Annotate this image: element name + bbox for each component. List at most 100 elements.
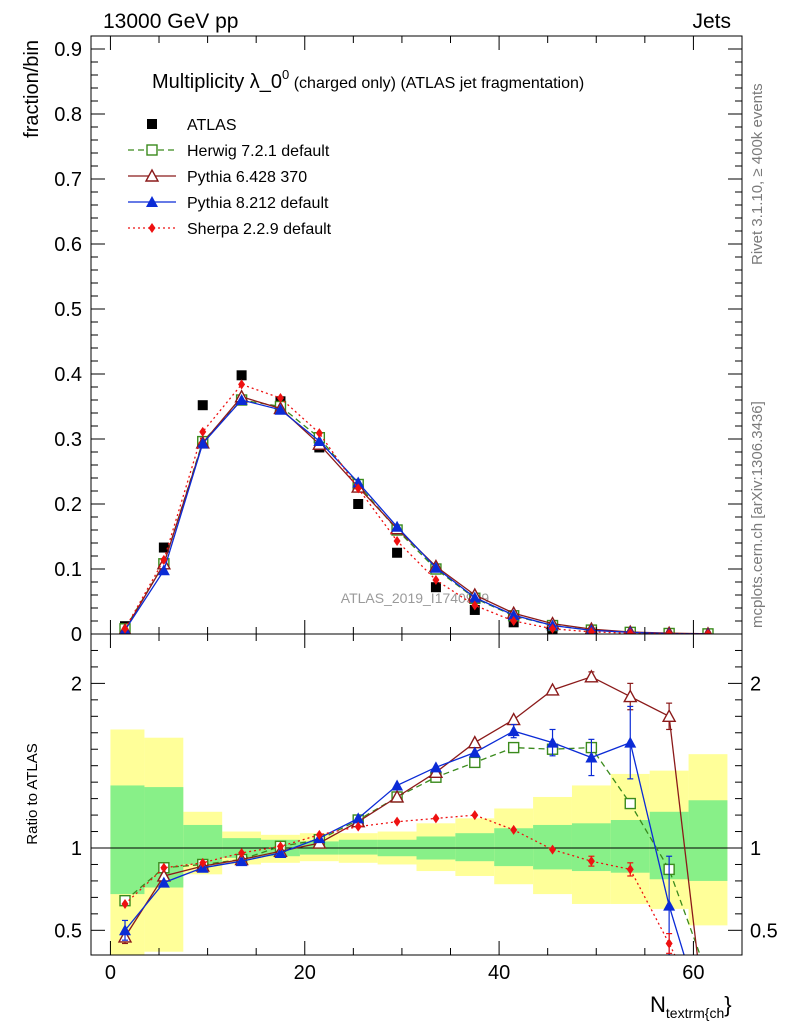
- chart-title-suffix: (charged only) (ATLAS jet fragmentation): [289, 75, 584, 92]
- series-line-pythia8: [124, 399, 709, 634]
- x-axis-label-main: N: [650, 992, 666, 1017]
- data-point-sherpa: [393, 536, 401, 547]
- ratio-point-pythia8: [546, 736, 559, 748]
- ratio-point-pythia6: [506, 712, 521, 726]
- data-point-pythia8: [507, 609, 520, 621]
- ratio-point-sherpa: [665, 938, 673, 949]
- x-tick-label: 60: [682, 962, 704, 984]
- legend-entry-atlas: ATLAS: [147, 117, 237, 134]
- ratio-plot-frame: [90, 633, 743, 956]
- legend-label-herwig: Herwig 7.2.1 default: [187, 143, 330, 160]
- ratio-point-pythia8: [468, 746, 481, 758]
- ratio-line-herwig: [124, 746, 701, 955]
- data-point-pythia8: [157, 564, 170, 576]
- legend-marker-sherpa: [148, 223, 156, 233]
- ratio-point-pythia8: [274, 846, 287, 858]
- x-axis-label: Ntextrm{ch}: [650, 992, 732, 1021]
- ratio-point-herwig: [469, 756, 481, 769]
- data-point-atlas: [197, 400, 208, 411]
- uncertainty-band-inner: [455, 833, 495, 862]
- ratio-point-pythia8: [352, 812, 365, 824]
- data-point-atlas: [353, 499, 364, 509]
- legend-entry-sherpa: Sherpa 2.2.9 default: [128, 221, 332, 238]
- ratio-point-sherpa: [160, 862, 168, 873]
- data-point-sherpa: [549, 623, 557, 634]
- legend-label-pythia6: Pythia 6.428 370: [187, 169, 307, 186]
- legend-marker-atlas: [147, 119, 157, 129]
- ratio-y-axis-label: Ratio to ATLAS: [24, 743, 41, 844]
- data-point-pythia8: [274, 403, 287, 415]
- uncertainty-band-inner: [338, 839, 378, 855]
- uncertainty-band-inner: [110, 785, 145, 895]
- main-y-tick-label: 0.4: [54, 364, 82, 386]
- chart-title-superscript: 0: [282, 67, 289, 82]
- main-y-tick-label: 0.6: [54, 234, 82, 256]
- main-y-tick-label: 0.3: [54, 429, 82, 451]
- ratio-point-sherpa: [432, 813, 440, 824]
- ratio-point-sherpa: [549, 844, 557, 855]
- ratio-point-sherpa: [354, 821, 362, 832]
- x-tick-label: 20: [294, 962, 316, 984]
- ratio-point-pythia6: [623, 689, 638, 703]
- ratio-plot-panel: 0.5 0.51 12 20 20 40 60 Ratio to ATLAS Ntextrm…: [24, 633, 778, 1021]
- ratio-point-sherpa: [199, 857, 207, 868]
- ratio-point-herwig: [507, 741, 520, 754]
- ratio-point-sherpa: [315, 829, 323, 840]
- data-point-sherpa: [121, 623, 129, 634]
- x-axis-label-tail: }: [724, 992, 731, 1017]
- rivet-label: Rivet 3.1.10, ≥ 400k events: [749, 83, 766, 265]
- ratio-point-pythia6: [389, 789, 405, 803]
- ratio-line-pythia8: [124, 730, 685, 955]
- ratio-series-sherpa: [121, 810, 676, 955]
- ratio-point-pythia6: [545, 682, 560, 696]
- uncertainty-band-inner: [688, 800, 728, 881]
- data-point-sherpa: [471, 600, 479, 611]
- data-point-sherpa: [704, 628, 712, 634]
- ratio-point-pythia8: [429, 761, 442, 773]
- x-tick-label: 0: [105, 962, 116, 984]
- x-tick-label: 40: [488, 962, 510, 984]
- data-point-pythia8: [235, 394, 248, 405]
- ratio-point-pythia8: [119, 924, 132, 936]
- legend-entry-herwig: Herwig 7.2.1 default: [128, 143, 330, 160]
- legend-marker-pythia8: [146, 196, 158, 207]
- ratio-point-pythia8: [391, 779, 404, 791]
- data-point-pythia8: [468, 591, 481, 603]
- main-plot-panel: ATLAS_2019_I1740909 0 0.1 0.2 0.3 0.4 0.5 0.6 0…: [21, 35, 743, 646]
- chart-title-main: Multiplicity λ_0: [152, 71, 282, 93]
- ratio-point-sherpa: [510, 824, 518, 835]
- series-sherpa: [121, 379, 712, 634]
- ratio-y-tick-label-right: 0.5: [750, 920, 778, 942]
- ratio-line-pythia6: [124, 676, 698, 955]
- mcplots-label: mcplots.cern.ch [arXiv:1306.3436]: [749, 401, 766, 628]
- main-y-tick-label: 0.7: [54, 169, 82, 191]
- data-point-atlas: [158, 542, 169, 553]
- header-energy-label: 13000 GeV pp: [103, 10, 238, 33]
- data-point-sherpa: [199, 426, 207, 437]
- ratio-point-pythia8: [663, 899, 676, 911]
- ratio-point-herwig: [624, 797, 636, 810]
- ratio-point-pythia8: [235, 855, 248, 867]
- main-y-tick-label: 0.9: [54, 39, 82, 61]
- header-jets-label: Jets: [692, 10, 731, 33]
- ratio-y-tick-label-right: 2: [750, 673, 761, 695]
- main-y-tick-label: 0.8: [54, 104, 82, 126]
- ratio-point-sherpa: [276, 841, 284, 852]
- legend-entry-pythia6: Pythia 6.428 370: [128, 168, 307, 186]
- x-axis-label-subscript: textrm{ch: [666, 1005, 724, 1021]
- ratio-y-tick-label-right: 1: [750, 838, 761, 860]
- ratio-point-pythia6: [584, 669, 599, 683]
- data-point-atlas: [392, 547, 403, 558]
- data-point-sherpa: [315, 428, 323, 439]
- data-point-pythia8: [429, 561, 442, 573]
- data-point-sherpa: [276, 393, 284, 404]
- ratio-point-pythia8: [507, 725, 520, 737]
- data-point-sherpa: [238, 379, 246, 390]
- ratio-y-tick-label: 2: [71, 673, 82, 695]
- legend-label-pythia8: Pythia 8.212 default: [187, 195, 329, 212]
- data-point-sherpa: [626, 628, 634, 634]
- ratio-series-pythia8: [119, 705, 685, 955]
- watermark-label: ATLAS_2019_I1740909: [341, 590, 490, 606]
- ratio-point-pythia6: [661, 708, 677, 723]
